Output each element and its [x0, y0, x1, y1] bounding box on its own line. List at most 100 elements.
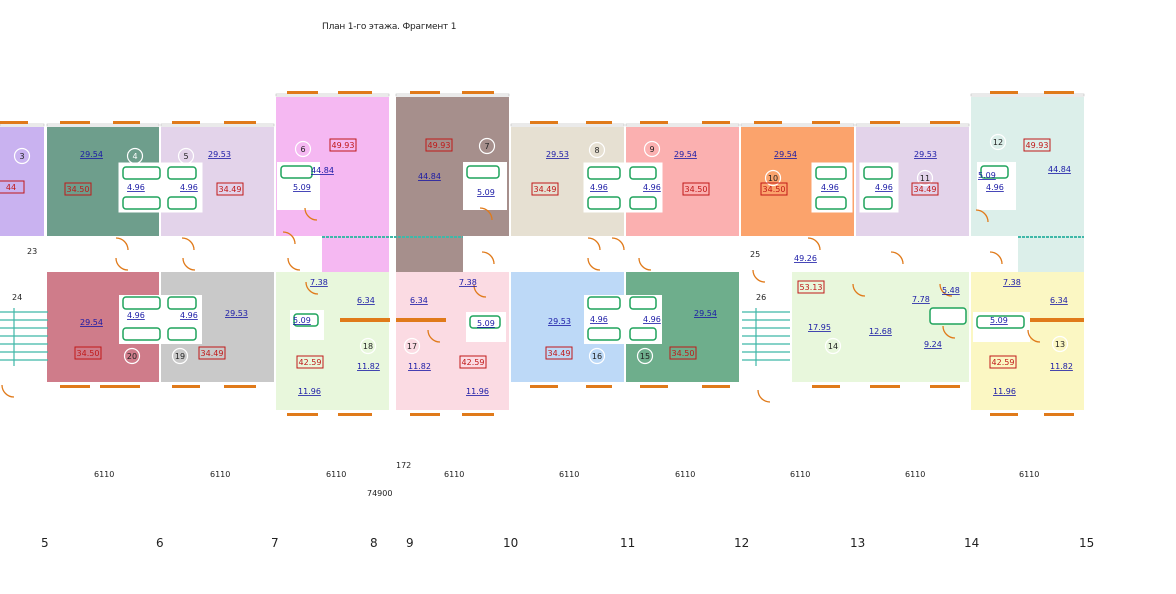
bathtub-top-3 [629, 166, 657, 180]
apt-area-red-bottom-19: 34.49 [201, 349, 224, 358]
apt-area-blue-top-4: 29.54 [80, 150, 103, 159]
apt-area-blue-top-9: 29.54 [674, 150, 697, 159]
room-4259-a: 42.59 [299, 358, 322, 367]
bathtub-large-top-1 [466, 165, 500, 179]
window-bottom-13 [870, 385, 900, 388]
apt-area-a-bottom-13: 6.34 [1050, 296, 1068, 305]
bath-area-large-top-0: 5.09 [293, 183, 311, 192]
apt-area-blue-top-6: 44.84 [311, 166, 334, 175]
door-1 [181, 237, 195, 251]
axis-5: 5 [41, 536, 49, 550]
bathtub-bottom-2 [587, 296, 621, 310]
door-22 [939, 283, 953, 297]
door-0 [115, 237, 129, 251]
apartment-top-wall-3 [0, 123, 45, 127]
apt-area-red-top-7-box [425, 138, 453, 152]
room-738-c: 7.38 [1003, 278, 1021, 287]
room-4259-a-box [296, 355, 324, 369]
corridor-strip-7 [396, 236, 463, 272]
room-4259-c: 42.59 [992, 358, 1015, 367]
apt-num-bottom-13-circle [1051, 335, 1069, 353]
apartment-top-wall-4 [46, 123, 160, 127]
bathtub-bottom-b-3 [629, 327, 657, 341]
bath-bottom-0 [119, 295, 166, 344]
dim-small: 172 [396, 461, 412, 470]
room-4259-b: 42.59 [462, 358, 485, 367]
room-1196-c: 11.96 [993, 387, 1016, 396]
window-top-1 [60, 121, 90, 124]
apt-area-red-top-3: 44 [6, 183, 16, 192]
apt-area-red-top-4-box [64, 182, 92, 196]
bathtub-top-2 [587, 166, 621, 180]
room-4259-b-box [459, 355, 487, 369]
window-top-18 [1044, 91, 1074, 94]
apartment-top-wall-10 [740, 123, 855, 127]
axis-15: 15 [1079, 536, 1095, 550]
door-21 [852, 283, 866, 297]
apartment-top-wall-8 [510, 123, 625, 127]
bathtub-large-top-2 [980, 165, 1009, 179]
corridor-strip-12 [1018, 236, 1084, 272]
apt-num-top-6: 6 [300, 145, 305, 154]
window-bottom-10 [640, 385, 668, 388]
apt-num-top-12: 12 [993, 138, 1003, 147]
dimension-0: 6110 [94, 470, 115, 479]
apt-num-bottom-19-circle [171, 347, 189, 365]
apt-num-top-12-circle [989, 133, 1007, 151]
window-top-14 [812, 121, 840, 124]
window-top-16 [930, 121, 960, 124]
window-bottom-1 [100, 385, 140, 388]
apt-num-top-7: 7 [484, 142, 489, 151]
apt-area-blue-top-11: 29.53 [914, 150, 937, 159]
door-23 [942, 325, 956, 339]
apt-area-red-bottom-19-box [198, 346, 226, 360]
bathtub-large-bottom-2 [976, 315, 1025, 329]
apartment-top-wall-5 [160, 123, 275, 127]
apt-area-red-top-9: 34.50 [685, 185, 708, 194]
apt-num-bottom-18: 18 [363, 342, 373, 351]
door-24 [1027, 329, 1041, 343]
apt-num-bottom-20: 20 [127, 352, 137, 361]
door-3 [304, 207, 318, 221]
window-top-9 [530, 121, 558, 124]
room-1196-a: 11.96 [298, 387, 321, 396]
apt-area-red-bottom-15: 34.50 [672, 349, 695, 358]
room-4926: 49.26 [794, 254, 817, 263]
apt-area-red-bottom-15-box [669, 346, 697, 360]
space-26: 26 [756, 293, 766, 302]
bathtub-bottom-1 [167, 296, 197, 310]
bath-area-4: 4.96 [821, 183, 839, 192]
door-25 [1, 384, 15, 398]
bathtub-top-5 [863, 166, 893, 180]
apt-area-red-top-10-box [760, 182, 788, 196]
window-bottom-0 [60, 385, 90, 388]
window-top-11 [640, 121, 668, 124]
axis-6: 6 [156, 536, 164, 550]
room-509-a: 5.09 [293, 316, 311, 325]
window-top-2 [113, 121, 140, 124]
axis-12: 12 [734, 536, 750, 550]
room-1196-b: 11.96 [466, 387, 489, 396]
apt-area-b-bottom-17: 11.82 [408, 362, 431, 371]
room-5313-box [797, 280, 825, 294]
room-5313: 53.13 [800, 283, 823, 292]
room-738-a: 7.38 [310, 278, 328, 287]
space-24: 24 [12, 293, 22, 302]
axis-13: 13 [850, 536, 866, 550]
apartment-bottom-14 [792, 272, 969, 382]
apt-num-top-4: 4 [132, 152, 137, 161]
partition-17 [396, 318, 446, 322]
window-top-17 [990, 91, 1018, 94]
partition-18 [340, 318, 390, 322]
apartment-top-wall-11 [855, 123, 970, 127]
bathtub-bottom-b-2 [587, 327, 621, 341]
window-bottom-12 [812, 385, 840, 388]
window-top-8 [462, 91, 494, 94]
apt-area-blue-top-8: 29.53 [546, 150, 569, 159]
bath-area-large-top-1: 5.09 [477, 188, 495, 197]
door-16 [427, 329, 441, 343]
apt-area-red-top-7: 49.93 [428, 141, 451, 150]
bathtub-top-b-2 [587, 196, 621, 210]
apt-area-red-top-9-box [682, 182, 710, 196]
space-23: 23 [27, 247, 37, 256]
